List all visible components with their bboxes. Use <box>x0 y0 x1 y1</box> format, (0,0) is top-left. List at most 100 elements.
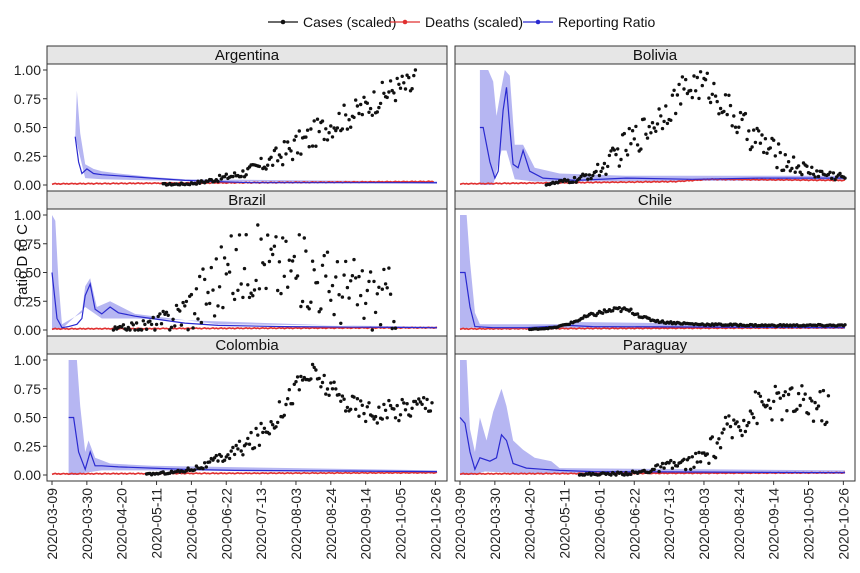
cases-point <box>796 164 801 168</box>
cases-point <box>747 420 751 425</box>
cases-point <box>712 81 716 86</box>
panel-colombia: Colombia 0.00 0.25 0.50 0.75 1.00 2020-03-09 20… <box>14 335 448 560</box>
cases-point <box>612 148 616 152</box>
cases-point <box>710 435 714 439</box>
cases-point <box>800 384 804 388</box>
cases-point <box>776 142 781 146</box>
y-tick-label: 0.00 <box>14 467 41 483</box>
cases-point <box>786 392 791 397</box>
cases-point <box>781 393 786 398</box>
cases-point <box>728 424 733 429</box>
deaths-series <box>51 180 435 186</box>
cases-point <box>659 465 663 469</box>
cases-point <box>153 328 157 332</box>
cases-point <box>347 118 351 122</box>
cases-point <box>204 302 208 306</box>
cases-point <box>818 390 822 394</box>
cases-point <box>808 171 812 176</box>
cases-point <box>226 262 230 267</box>
cases-point <box>707 461 711 465</box>
cases-point <box>365 101 369 105</box>
x-tick-label: 2020-05-11 <box>557 488 573 559</box>
cases-point <box>398 413 403 417</box>
panel-title: Colombia <box>215 337 279 354</box>
cases-point <box>229 449 233 453</box>
cases-point <box>309 127 313 131</box>
cases-point <box>357 111 361 116</box>
cases-point <box>413 399 418 404</box>
cases-point <box>290 259 295 263</box>
cases-point <box>349 125 353 129</box>
cases-point <box>703 78 708 82</box>
cases-point <box>302 236 306 240</box>
cases-point <box>300 378 305 382</box>
cases-point <box>722 427 726 431</box>
cases-point <box>790 386 794 390</box>
cases-point <box>372 417 376 421</box>
cases-point <box>282 140 286 144</box>
cases-point <box>825 420 829 424</box>
cases-point <box>239 282 243 286</box>
cases-point <box>768 406 772 410</box>
y-tick-label: 0.75 <box>14 236 41 252</box>
cases-point <box>687 456 691 460</box>
cases-point <box>357 274 361 279</box>
y-tick-label: 1.00 <box>14 207 41 223</box>
ratio-confidence-band <box>75 90 438 184</box>
cases-point <box>179 323 184 327</box>
deaths-series <box>51 471 438 476</box>
x-tick-label: 2020-09-14 <box>358 488 374 560</box>
y-tick-label: 0.50 <box>14 265 41 281</box>
cases-point <box>725 422 729 426</box>
panel-brazil: Brazil 0.00 0.25 0.50 0.75 1.00 <box>14 190 448 338</box>
cases-point <box>684 467 688 472</box>
x-tick-label: 2020-06-22 <box>218 488 234 560</box>
x-tick-label: 2020-07-13 <box>253 488 269 560</box>
cases-point <box>335 126 340 130</box>
cases-point <box>737 425 741 429</box>
cases-point <box>388 403 393 408</box>
cases-point <box>645 136 650 140</box>
cases-point <box>281 236 285 240</box>
cases-point <box>284 239 288 243</box>
panel-plot-area <box>51 360 438 477</box>
cases-point <box>252 288 257 292</box>
cases-point <box>775 165 779 170</box>
legend-label-cases: Cases (scaled) <box>303 14 396 30</box>
cases-point <box>748 409 753 413</box>
cases-point <box>776 391 781 395</box>
cases-point <box>339 399 343 403</box>
cases-point <box>227 456 232 461</box>
cases-point <box>783 153 787 157</box>
cases-point <box>400 74 404 79</box>
cases-point <box>158 312 162 316</box>
panel-plot-area <box>459 360 846 477</box>
cases-point <box>322 373 326 378</box>
cases-point <box>604 172 608 176</box>
cases-point <box>149 322 154 327</box>
cases-point <box>257 287 262 291</box>
deaths-series <box>459 177 846 186</box>
cases-point <box>705 71 709 76</box>
cases-point <box>730 436 734 440</box>
cases-point <box>599 169 603 174</box>
cases-point <box>232 297 237 302</box>
cases-point <box>352 115 356 120</box>
cases-point <box>214 453 218 458</box>
cases-point <box>830 176 834 181</box>
x-tick-label: 2020-04-20 <box>114 488 130 560</box>
cases-point <box>247 295 252 300</box>
cases-point <box>614 473 618 477</box>
cases-point <box>679 102 683 106</box>
cases-point <box>717 112 721 116</box>
cases-point <box>786 160 791 164</box>
panel-chile: Chile <box>454 190 856 337</box>
cases-point <box>266 233 270 237</box>
cases-point <box>713 94 718 98</box>
cases-point <box>385 416 389 420</box>
cases-point <box>397 82 401 87</box>
cases-point <box>403 87 408 91</box>
cases-point <box>652 126 656 130</box>
cases-point <box>735 420 739 424</box>
cases-point <box>239 174 243 179</box>
